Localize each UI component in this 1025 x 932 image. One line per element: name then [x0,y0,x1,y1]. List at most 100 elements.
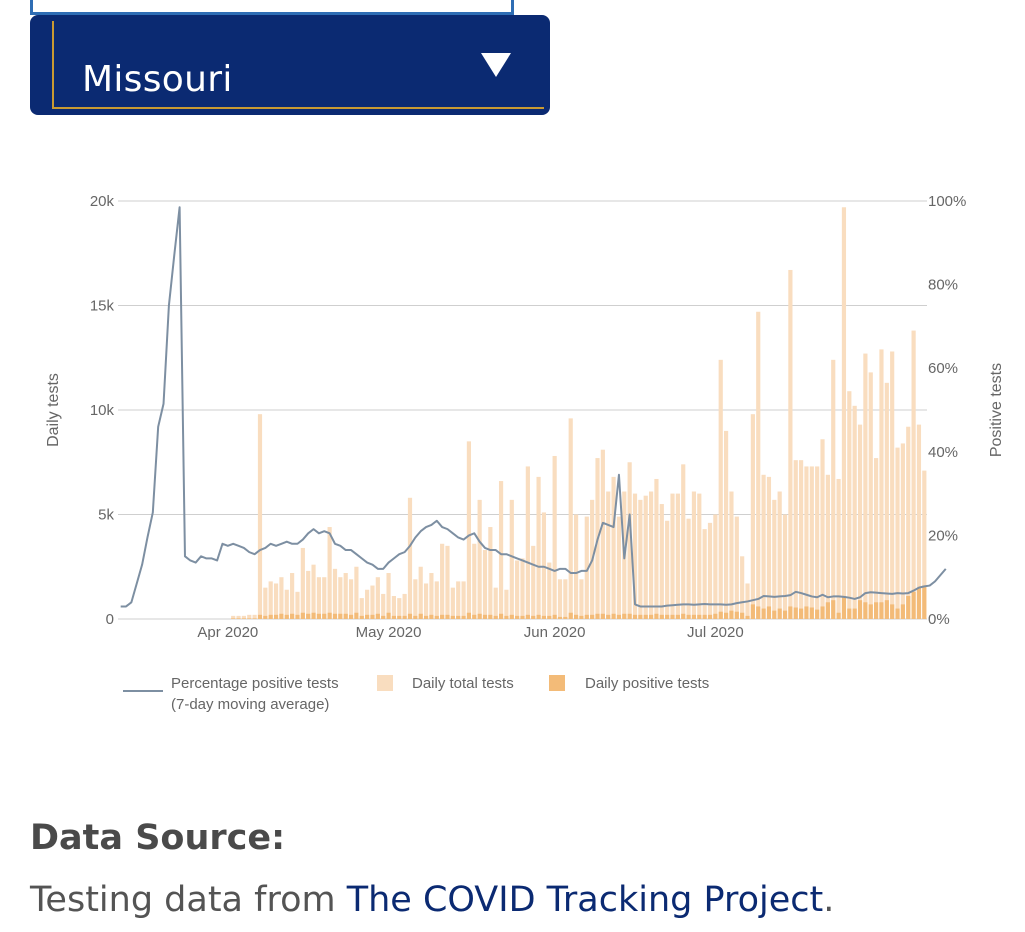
positive-tests-bar [697,614,702,619]
positive-tests-bar [300,612,305,619]
positive-tests-bar [740,612,745,619]
x-tick-label: Apr 2020 [197,624,258,641]
total-tests-bar [734,516,739,619]
positive-tests-bar [573,614,579,619]
total-tests-bar [434,581,439,619]
total-tests-bar [247,614,252,619]
total-tests-bar [263,587,268,619]
total-tests-bar [713,514,718,619]
chevron-down-icon[interactable] [481,53,511,77]
total-tests-bar [300,547,305,619]
positive-tests-bar [600,613,605,619]
total-tests-bar [670,493,675,619]
total-tests-bar [284,589,289,619]
total-tests-bar [681,464,686,619]
data-source-heading: Data Source: [30,818,286,858]
total-tests-bar [568,418,573,619]
positive-tests-bar [643,614,648,619]
total-tests-bar [863,353,868,619]
positive-tests-bar [606,614,611,619]
total-tests-bar [332,568,338,619]
total-tests-bar [236,615,241,619]
total-tests-bar [884,382,889,619]
y-right-tick-label: 20% [928,527,958,544]
total-tests-bar [397,598,402,619]
positive-tests-bar [284,614,289,619]
x-tick-label: Jun 2020 [524,624,586,641]
positive-tests-bar [632,614,638,619]
positive-tests-bar [890,604,895,619]
y-right-tick-label: 0% [928,611,950,628]
covid-tracking-project-link[interactable]: The COVID Tracking Project [346,880,824,920]
legend-line-label: Percentage positive tests [171,675,339,692]
positive-tests-bar [906,596,911,619]
data-source-prefix: Testing data from [30,880,347,920]
total-tests-bar [316,577,321,619]
positive-tests-bar [815,609,820,619]
positive-tests-bar [852,608,857,619]
total-tests-bar [648,491,654,619]
positive-tests-bar [879,602,884,619]
total-tests-bar [322,577,327,619]
total-tests-bar [718,359,723,619]
positive-tests-bar [365,614,370,619]
positive-tests-bar [916,587,922,619]
total-tests-bar [906,426,911,619]
positive-tests-bar [799,608,804,619]
positive-tests-bar [713,613,718,619]
positive-tests-bar [375,613,380,619]
positive-tests-bar [472,614,477,619]
positive-tests-bar [648,614,654,619]
total-tests-bar [327,527,332,619]
total-tests-bar [702,529,707,619]
positive-tests-bar [718,611,723,619]
total-tests-bar [724,430,729,619]
positive-tests-bar [536,614,541,619]
total-tests-bar [820,439,825,619]
positive-tests-bar [520,615,525,619]
y-left-tick-label: 20k [90,193,115,210]
positive-tests-bar [900,604,905,619]
total-tests-bar [413,579,418,619]
positive-tests-bar [552,614,557,619]
total-tests-bar [857,424,863,619]
positive-tests-bar [563,616,568,619]
positive-tests-bar [777,608,782,619]
positive-tests-bar [724,612,729,619]
positive-tests-bar [616,614,622,619]
positive-tests-bar [402,615,407,619]
positive-tests-bar [841,596,847,619]
total-tests-bar [686,518,691,619]
total-tests-bar [756,311,761,619]
data-source-suffix: . [823,880,835,920]
positive-tests-bar [782,610,788,619]
total-tests-bar [515,560,520,619]
total-tests-bar [498,481,504,619]
positive-tests-bar [488,614,493,619]
positive-tests-bar [590,614,595,619]
positive-tests-bar [627,613,632,619]
total-tests-bar [847,391,852,619]
total-tests-bar [547,562,552,619]
total-tests-bar [423,583,429,619]
positive-tests-bar [354,612,359,619]
y-left-tick-label: 15k [90,298,115,315]
positive-tests-bar [820,606,825,619]
total-tests-bar [402,593,407,619]
x-tick-label: May 2020 [356,624,422,641]
total-tests-bar [643,495,648,619]
total-tests-bar [890,351,895,619]
total-tests-bar [375,577,380,619]
total-tests-bar [365,589,370,619]
total-tests-bar [563,579,568,619]
total-tests-bar [482,550,488,619]
positive-tests-bar [456,615,461,619]
y-left-tick-label: 5k [98,507,114,524]
positive-tests-bar [675,614,680,619]
state-select-dropdown[interactable]: Missouri [30,15,550,115]
total-tests-bar [691,491,697,619]
positive-tests-bar [665,614,670,619]
total-tests-bar [600,449,605,619]
positive-tests-bar [541,615,547,619]
